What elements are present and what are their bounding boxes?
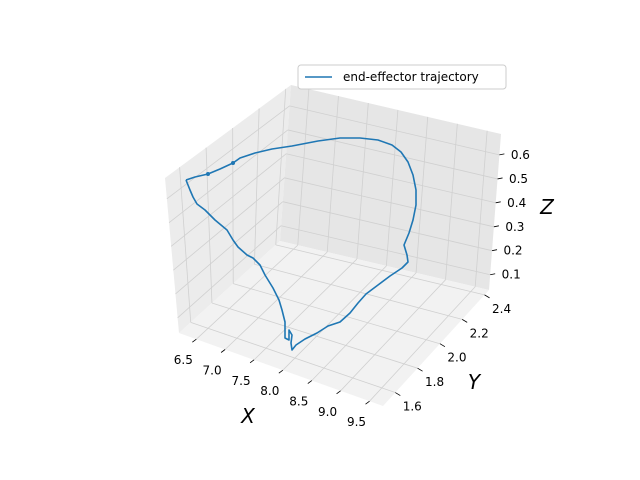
x-tick-mark xyxy=(365,400,370,405)
z-grid-back xyxy=(284,177,494,228)
z-grid-back xyxy=(280,225,491,276)
x-grid-back xyxy=(356,103,369,260)
x-grid-back xyxy=(415,116,429,273)
y-tick-mark xyxy=(395,392,401,396)
y-grid-left xyxy=(254,108,260,265)
y-grid-left xyxy=(179,167,192,323)
x-tick-mark xyxy=(249,359,255,364)
x-grid-floor xyxy=(340,279,446,392)
y-grid-floor xyxy=(254,263,463,320)
legend-label: end-effector trajectory xyxy=(343,70,479,84)
x-grid-back xyxy=(297,89,310,246)
x-grid-back xyxy=(474,130,488,287)
y-grid-left xyxy=(275,88,287,245)
z-tick-label: 0.4 xyxy=(507,196,526,210)
series-layer xyxy=(185,137,417,351)
x-tick-label: 9.0 xyxy=(318,405,337,419)
y-tick-label: 1.6 xyxy=(403,400,422,414)
z-tick-mark xyxy=(491,249,498,252)
axis-tick-labels: 6.5 7.0 7.5 8.0 8.5 9.0 9.5 1.61.82.0 2.22.4 0.1 0… xyxy=(174,148,530,429)
z-tick-mark xyxy=(493,225,499,228)
z-grid-back xyxy=(289,105,500,156)
x-tick-label: 6.5 xyxy=(174,353,193,367)
x-grid-floor xyxy=(311,272,417,381)
y-grid-left xyxy=(232,128,234,284)
y-tick-mark xyxy=(417,367,423,372)
x-grid-floor xyxy=(224,251,328,350)
tick-marks xyxy=(192,153,505,405)
x-tick-label: 8.0 xyxy=(260,384,279,398)
x-tick-label: 7.5 xyxy=(232,374,251,388)
z-grid-left xyxy=(168,129,289,223)
y-grid-floor xyxy=(275,244,485,296)
legend-box xyxy=(297,64,507,90)
y-tick-mark xyxy=(461,319,468,323)
y-tick-mark xyxy=(484,294,490,299)
grid-lines xyxy=(166,88,500,402)
x-tick-label: 7.0 xyxy=(203,363,222,377)
z-tick-mark xyxy=(495,201,501,204)
x-tick-label: 8.5 xyxy=(289,395,308,409)
y-grid-floor xyxy=(190,321,396,393)
z-grid-back xyxy=(286,153,496,204)
z-grid-back xyxy=(282,201,493,252)
z-axis-label: Z xyxy=(539,195,555,219)
z-grid-left xyxy=(177,225,282,319)
z-tick-label: 0.5 xyxy=(509,172,528,186)
x-tick-mark xyxy=(336,390,341,395)
y-tick-label: 2.2 xyxy=(470,326,489,340)
z-tick-label: 0.3 xyxy=(505,220,524,234)
x-grid-back xyxy=(326,96,339,253)
z-grid-left xyxy=(173,177,285,271)
y-tick-label: 2.4 xyxy=(492,302,511,316)
x-tick-label: 9.5 xyxy=(347,415,366,429)
z-tick-mark xyxy=(499,153,505,156)
y-tick-mark xyxy=(439,343,446,348)
y-axis-label: Y xyxy=(468,370,482,394)
x-tick-mark xyxy=(307,380,313,384)
y-tick-label: 2.0 xyxy=(447,351,466,365)
z-tick-mark xyxy=(490,273,496,276)
x-grid-back xyxy=(445,123,458,280)
x-grid-floor xyxy=(196,244,299,340)
z-grid-back xyxy=(287,129,498,180)
x-grid-floor xyxy=(253,258,358,361)
y-grid-floor xyxy=(233,283,441,345)
series-marker xyxy=(206,172,210,176)
series-marker xyxy=(231,161,235,165)
x-grid-floor xyxy=(369,286,476,402)
x-tick-mark xyxy=(220,349,226,353)
series-line xyxy=(185,137,417,351)
z-grid-left xyxy=(175,201,284,295)
left-pane xyxy=(165,85,291,333)
y-tick-label: 1.8 xyxy=(425,375,444,389)
z-tick-mark xyxy=(497,177,503,180)
x-tick-mark xyxy=(192,338,197,343)
z-tick-label: 0.2 xyxy=(503,244,522,258)
x-grid-back xyxy=(385,109,399,266)
z-grid-left xyxy=(170,153,287,247)
x-axis-label: X xyxy=(240,404,256,428)
z-tick-label: 0.6 xyxy=(511,148,530,162)
legend: end-effector trajectory xyxy=(297,64,507,90)
x-tick-mark xyxy=(278,369,284,374)
y-grid-floor xyxy=(211,302,418,369)
x-grid-floor xyxy=(282,265,387,371)
z-tick-label: 0.1 xyxy=(502,268,521,282)
